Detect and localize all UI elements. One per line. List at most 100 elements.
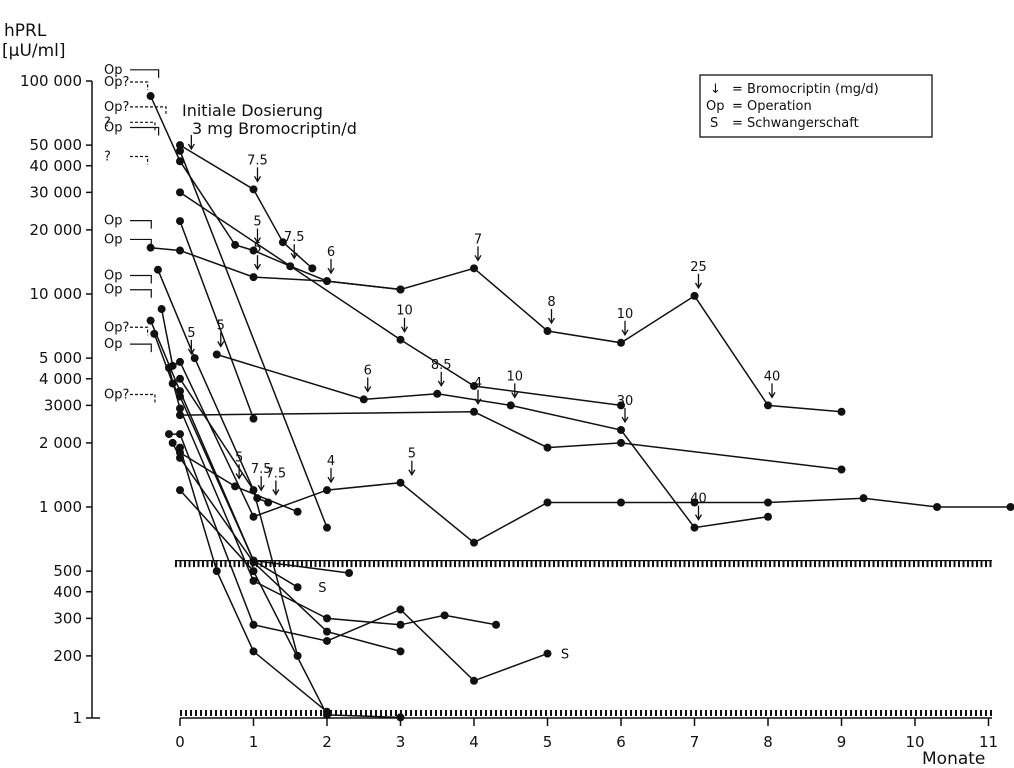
dose-arrow-head <box>474 398 482 406</box>
data-point <box>176 448 184 457</box>
dose-label: 25 <box>690 260 707 275</box>
legend: ↓ = Bromocriptin (mg/d) Op = Operation S… <box>699 74 933 138</box>
dose-marker: 8.5 <box>431 358 452 388</box>
dose-marker: 10 <box>506 369 523 399</box>
dose-label: 5 <box>408 447 416 462</box>
operation-marker: Op? <box>104 100 167 115</box>
data-point <box>396 605 405 614</box>
operation-marker: Op? <box>104 388 156 403</box>
dose-arrow-head <box>511 392 519 399</box>
operation-marker: Op <box>104 268 152 284</box>
dose-label: 6 <box>327 245 335 260</box>
data-point <box>176 146 184 155</box>
y-tick-label: 30 000 <box>30 183 83 201</box>
data-point <box>837 465 846 474</box>
dose-arrow-head <box>187 143 195 151</box>
data-point <box>323 707 331 716</box>
data-point <box>176 411 184 420</box>
data-point <box>308 264 317 273</box>
dose-marker: 5 <box>235 450 243 480</box>
dose-marker: 7 <box>474 232 482 262</box>
patient-series <box>176 486 405 722</box>
y-tick-label: 5 000 <box>39 349 82 367</box>
legend-symbol-s: S <box>710 116 718 131</box>
data-point <box>470 676 478 685</box>
dose-marker: 5 <box>408 447 416 476</box>
patient-series <box>176 374 302 660</box>
dose-marker: 40 <box>690 492 707 521</box>
data-point <box>617 338 625 347</box>
operation-marker: Op <box>104 232 152 248</box>
patient-series <box>176 217 258 423</box>
data-point <box>396 620 405 629</box>
data-point <box>249 647 258 656</box>
data-point <box>359 395 368 404</box>
data-point <box>617 498 625 507</box>
pregnancy-marker: S <box>318 581 326 596</box>
dose-arrow-head <box>217 341 225 348</box>
dose-marker: 40 <box>764 369 780 399</box>
legend-text-operation: = Operation <box>732 99 812 114</box>
operation-label: Op <box>104 63 122 78</box>
data-point <box>249 576 258 585</box>
y-tick-label: 100 000 <box>20 72 82 90</box>
data-point <box>278 238 287 247</box>
data-point <box>470 381 478 390</box>
data-point <box>231 482 240 491</box>
dose-label: 5 <box>217 318 225 333</box>
dose-label: 4 <box>474 376 482 391</box>
operation-arrow <box>130 274 152 284</box>
dose-label: 30 <box>617 394 634 409</box>
dose-marker: 7.5 <box>266 466 287 496</box>
data-point <box>231 240 240 249</box>
data-point <box>157 305 166 314</box>
y-tick-label: 300 <box>53 609 82 627</box>
data-point <box>396 647 405 656</box>
x-axis-title: Monate <box>922 749 985 768</box>
dose-label: 7.5 <box>266 466 287 481</box>
x-tick-label: 8 <box>763 733 773 751</box>
dose-label: 5 <box>253 241 261 256</box>
dose-marker: 25 <box>690 260 707 290</box>
dose-marker: 5 <box>217 318 225 348</box>
dose-marker: 6 <box>327 245 335 275</box>
operation-label: Op? <box>104 100 129 115</box>
y-tick-label: 2 000 <box>39 434 82 452</box>
series-line <box>169 433 548 682</box>
patient-series <box>212 350 772 532</box>
data-point <box>249 512 258 521</box>
series-line <box>216 353 769 529</box>
dose-arrow-head <box>408 469 416 476</box>
legend-symbol-op: Op <box>706 99 724 114</box>
dose-arrow-head <box>257 484 265 492</box>
operation-arrow <box>130 121 156 131</box>
data-point <box>323 277 331 286</box>
data-point <box>617 438 625 447</box>
dose-arrow-head <box>768 392 776 399</box>
dose-arrow-head <box>364 386 372 393</box>
dose-arrow-head <box>253 237 262 244</box>
data-point <box>176 486 184 495</box>
operation-label: Op <box>104 337 122 352</box>
x-tick-label: 7 <box>690 733 700 751</box>
data-point <box>1006 503 1014 511</box>
legend-item-bromocriptin: ↓ = Bromocriptin (mg/d) <box>710 82 879 97</box>
x-tick-label: 4 <box>469 733 479 751</box>
data-point <box>690 498 699 507</box>
data-point <box>764 401 772 410</box>
dose-label: 5 <box>235 450 243 465</box>
operation-arrow <box>130 238 152 248</box>
operation-label: ? <box>104 115 111 130</box>
dose-marker: 10 <box>396 304 413 333</box>
dose-label: 7 <box>474 232 482 247</box>
normal-limit-band <box>175 559 992 568</box>
x-tick-label: 0 <box>175 733 185 751</box>
dose-label: 10 <box>506 369 523 384</box>
dose-arrow-head <box>253 176 262 183</box>
operation-arrow <box>130 81 149 91</box>
data-point <box>323 627 331 636</box>
series-line <box>160 308 1011 544</box>
x-tick-label: 10 <box>905 733 924 751</box>
operation-arrow <box>130 343 152 353</box>
